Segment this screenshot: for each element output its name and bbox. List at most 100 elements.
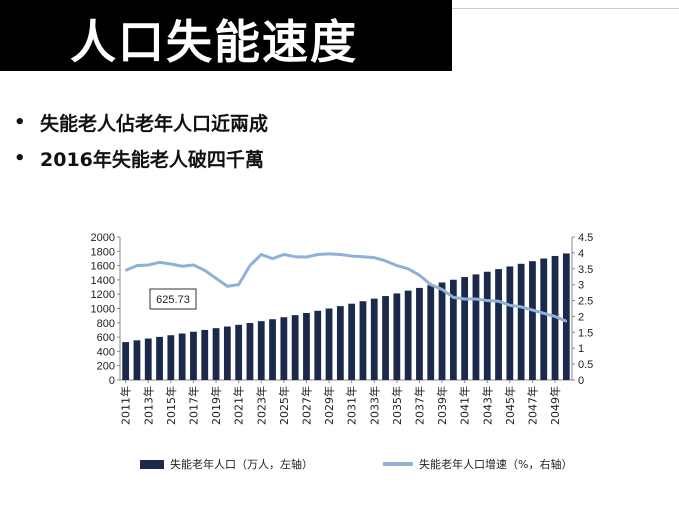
growth-point xyxy=(124,269,127,272)
x-tick-label: 2023年 xyxy=(254,386,268,425)
growth-point xyxy=(452,296,455,299)
chart-legend: 失能老年人口（万人，左轴） 失能老年人口增速（%，右轴） xyxy=(140,456,642,472)
y-right-tick-label: 2.5 xyxy=(578,296,593,308)
slide-title: 人口失能速度 xyxy=(70,15,358,69)
growth-point xyxy=(226,285,229,288)
x-tick-label: 2019年 xyxy=(209,386,223,425)
bar xyxy=(562,253,570,380)
y-left-tick-label: 1800 xyxy=(91,246,115,258)
growth-point xyxy=(350,255,353,257)
bar xyxy=(427,285,435,380)
legend-swatch-bar xyxy=(140,459,164,469)
bar xyxy=(438,282,446,380)
bullet-text: 失能老人佔老年人口近兩成 xyxy=(40,112,269,135)
growth-point xyxy=(531,309,534,311)
x-tick-label: 2035年 xyxy=(390,386,404,425)
x-tick-label: 2047年 xyxy=(525,386,539,425)
growth-point xyxy=(181,265,183,268)
y-right-tick-label: 1.5 xyxy=(578,327,593,339)
bar xyxy=(336,306,344,380)
growth-point xyxy=(429,283,432,286)
growth-point xyxy=(339,253,342,256)
x-tick-label: 2043年 xyxy=(480,386,494,425)
growth-point xyxy=(249,264,251,267)
bar xyxy=(449,279,457,380)
growth-point xyxy=(147,264,150,266)
legend-label-bar: 失能老年人口（万人，左轴） xyxy=(170,458,313,471)
bullet-item: • 2016年失能老人破四千萬 xyxy=(14,140,268,176)
y-right-tick-label: 1 xyxy=(578,343,584,355)
growth-point xyxy=(136,264,138,267)
y-left-tick-label: 800 xyxy=(97,318,115,330)
bar xyxy=(370,298,378,380)
growth-point xyxy=(441,288,443,291)
bar xyxy=(212,328,220,380)
growth-point xyxy=(260,253,263,256)
growth-line xyxy=(125,252,567,323)
bar xyxy=(246,323,254,380)
growth-point xyxy=(362,255,364,258)
bullet-dot: • xyxy=(14,111,26,133)
bar xyxy=(133,340,141,380)
growth-point xyxy=(305,256,308,258)
bar xyxy=(201,329,209,380)
bar xyxy=(167,335,175,380)
growth-point xyxy=(373,256,376,259)
x-tick-label: 2011年 xyxy=(119,386,133,425)
y-left-tick-label: 200 xyxy=(97,361,115,373)
y-right-tick-label: 3.5 xyxy=(578,264,593,276)
y-right-tick-label: 0 xyxy=(578,375,584,387)
y-left-tick-label: 1000 xyxy=(91,304,115,316)
y-right-tick-label: 0.5 xyxy=(578,359,593,371)
bar xyxy=(483,271,491,380)
growth-point xyxy=(463,298,466,300)
x-tick-label: 2025年 xyxy=(277,386,291,425)
bar xyxy=(404,290,412,380)
bar xyxy=(291,315,299,380)
title-band xyxy=(0,0,452,71)
growth-point xyxy=(542,312,545,315)
bar xyxy=(393,293,401,380)
bullet-list: • 失能老人佔老年人口近兩成 • 2016年失能老人破四千萬 xyxy=(14,104,268,176)
growth-point xyxy=(283,253,285,256)
bar xyxy=(122,342,130,380)
x-tick-label: 2039年 xyxy=(435,386,449,425)
bullet-text: 2016年失能老人破四千萬 xyxy=(40,148,264,171)
bar xyxy=(190,331,197,380)
growth-point xyxy=(271,257,274,260)
growth-point xyxy=(316,253,319,256)
bar xyxy=(325,308,333,380)
bar xyxy=(461,277,469,380)
growth-point xyxy=(328,253,330,255)
bar xyxy=(529,261,536,380)
growth-point xyxy=(565,320,568,323)
top-rule xyxy=(452,0,679,9)
growth-point xyxy=(192,264,195,266)
bar xyxy=(348,303,356,380)
growth-point xyxy=(294,255,296,258)
growth-point xyxy=(475,298,477,300)
growth-point xyxy=(384,260,387,262)
y-left-tick-label: 400 xyxy=(97,346,115,358)
x-tick-label: 2033年 xyxy=(367,386,381,425)
x-tick-label: 2015年 xyxy=(164,386,178,425)
bar xyxy=(359,301,367,380)
growth-point xyxy=(418,274,421,276)
y-right-tick-label: 4 xyxy=(578,248,584,260)
y-left-tick-label: 600 xyxy=(97,332,115,344)
bar xyxy=(269,319,276,380)
x-tick-label: 2037年 xyxy=(412,386,426,425)
y-right-tick-label: 2 xyxy=(578,311,584,323)
x-tick-label: 2027年 xyxy=(299,386,313,425)
y-right-tick-label: 3 xyxy=(578,280,584,292)
bullet-dot: • xyxy=(14,147,26,169)
bar xyxy=(178,333,186,380)
bar xyxy=(416,287,423,380)
bar xyxy=(280,317,288,380)
bar xyxy=(156,336,163,380)
y-left-tick-label: 1400 xyxy=(91,275,115,287)
annotation-box xyxy=(149,288,197,310)
bar xyxy=(540,258,548,380)
x-tick-label: 2017年 xyxy=(186,386,200,425)
growth-point xyxy=(486,299,489,302)
